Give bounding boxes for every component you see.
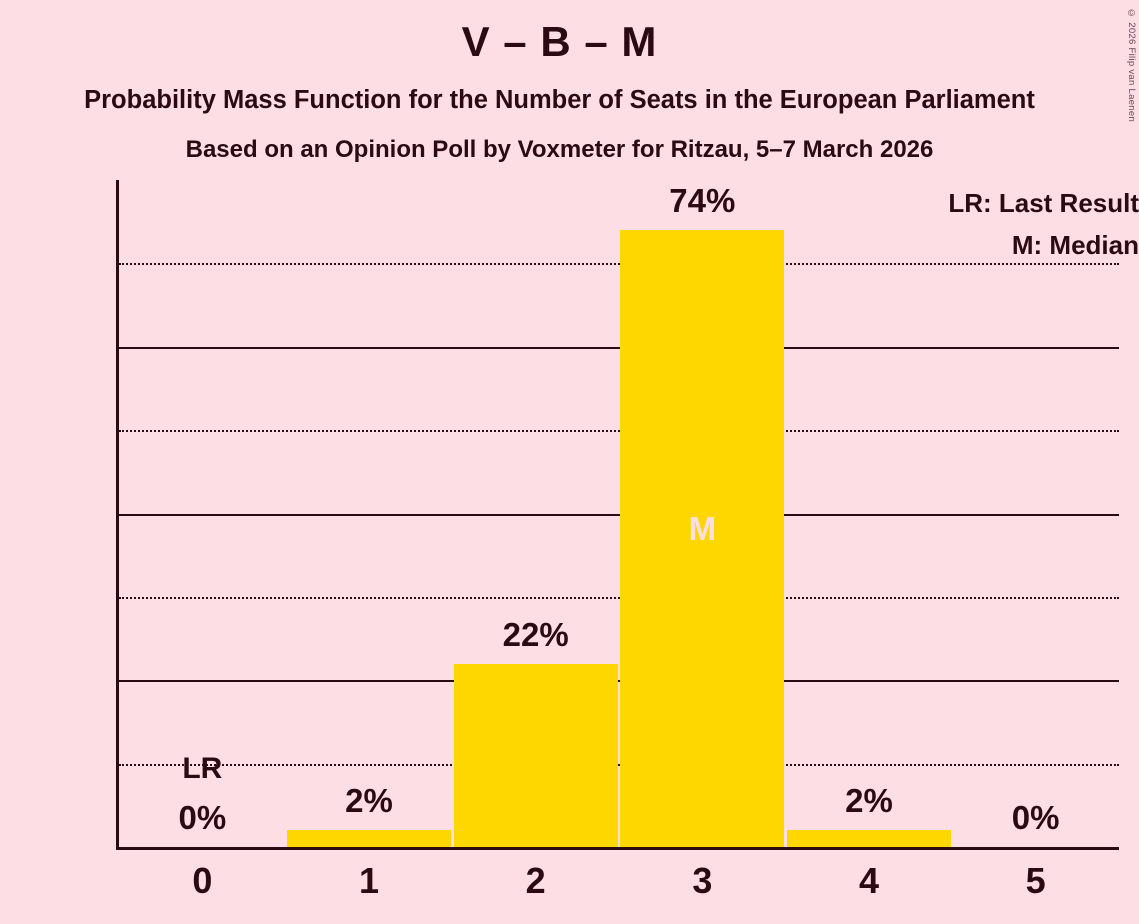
median-marker: M — [688, 510, 717, 547]
gridline-minor — [119, 596, 1119, 599]
y-axis-line — [116, 180, 119, 850]
bar — [620, 230, 785, 847]
x-axis-tick-label: 0 — [192, 860, 213, 901]
bar-value-label: 0% — [1011, 799, 1060, 836]
page-title: V – B – M — [461, 18, 658, 65]
legend: LR: Last Result M: Median — [819, 182, 1139, 266]
bar-value-label: 74% — [669, 182, 736, 220]
gridline-major — [119, 680, 1119, 683]
bar-value-label: 0% — [178, 799, 227, 836]
legend-item-last-result: LR: Last Result — [948, 188, 1139, 218]
bar — [453, 663, 618, 847]
copyright-notice: © 2026 Filip van Laenen — [1126, 8, 1137, 123]
chart-subtitle: Probability Mass Function for the Number… — [84, 86, 1035, 114]
plot-area: 0% 2% 22% 74% 2% 0% LR M 0 1 2 3 4 5 — [116, 180, 1119, 901]
gridline-major — [119, 346, 1119, 349]
bar-value-label: 2% — [845, 782, 893, 820]
x-axis-tick-label: 5 — [1025, 860, 1046, 901]
bar-value-label: 22% — [502, 615, 569, 653]
bar — [286, 830, 452, 847]
gridline-minor — [119, 430, 1119, 433]
gridline-major — [119, 513, 1119, 516]
gridline-minor — [119, 763, 1119, 766]
x-axis-tick-label: 2 — [525, 860, 546, 901]
gridline-minor — [119, 263, 1119, 266]
x-axis-tick-label: 4 — [858, 860, 879, 901]
legend-item-median: M: Median — [1011, 230, 1139, 260]
x-axis-tick-label: 3 — [692, 860, 713, 901]
x-axis-line — [116, 847, 1119, 850]
bar-value-label: 2% — [345, 782, 393, 820]
bar — [786, 830, 952, 847]
last-result-marker: LR — [182, 752, 223, 785]
x-axis-tick-label: 1 — [358, 860, 379, 901]
chart-source-line: Based on an Opinion Poll by Voxmeter for… — [185, 136, 934, 163]
